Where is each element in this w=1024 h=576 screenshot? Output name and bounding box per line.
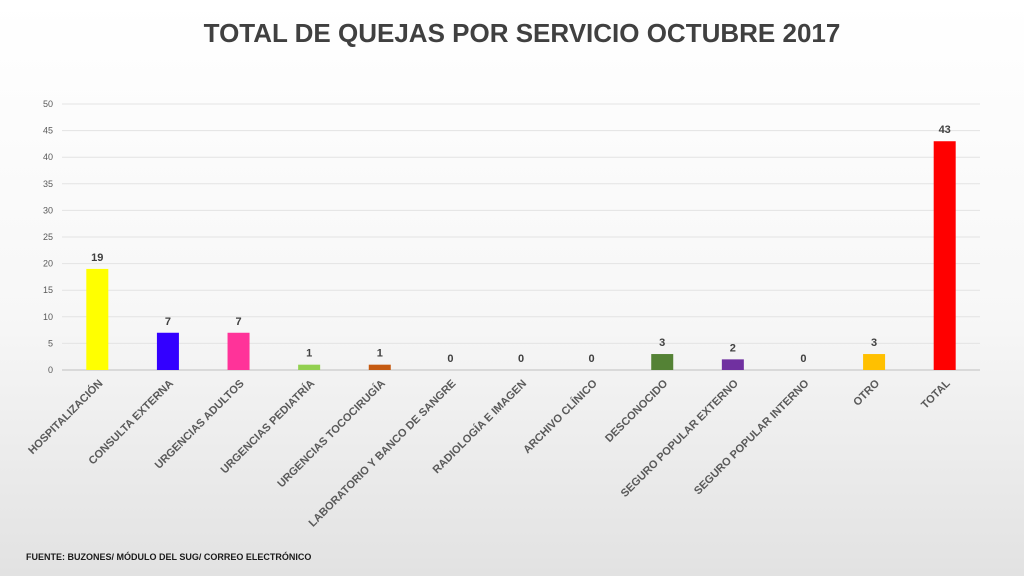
data-label: 0 — [800, 353, 806, 365]
y-tick-label: 0 — [48, 365, 53, 375]
data-label: 3 — [659, 337, 665, 349]
y-tick-label: 15 — [43, 285, 53, 295]
y-tick-label: 40 — [43, 152, 53, 162]
bar — [651, 354, 674, 370]
grid-lines — [62, 103, 980, 371]
y-tick-label: 25 — [43, 232, 53, 242]
bar — [156, 332, 179, 370]
bar — [227, 332, 250, 370]
data-label: 2 — [730, 342, 736, 354]
bar — [86, 268, 109, 370]
bar — [721, 359, 744, 370]
data-label: 43 — [939, 124, 951, 136]
data-label: 0 — [589, 353, 595, 365]
x-tick-label: SEGURO POPULAR EXTERNO — [619, 377, 741, 499]
data-label: 19 — [91, 252, 103, 264]
bar — [368, 364, 391, 370]
y-tick-label: 10 — [43, 312, 53, 322]
bar — [863, 354, 886, 370]
y-tick-label: 45 — [43, 126, 53, 136]
x-tick-label: TOTAL — [919, 377, 953, 411]
data-labels: 19 7 7 1 1 0 0 0 3 2 0 3 43 — [91, 124, 951, 365]
y-tick-label: 35 — [43, 179, 53, 189]
bar — [298, 364, 321, 370]
y-axis: 0 5 10 15 20 25 30 35 40 45 50 — [43, 99, 53, 375]
data-label: 1 — [377, 348, 383, 360]
bar — [933, 141, 956, 370]
data-label: 7 — [235, 316, 241, 328]
source-note: FUENTE: BUZONES/ MÓDULO DEL SUG/ CORREO … — [26, 552, 312, 562]
data-label: 3 — [871, 337, 877, 349]
x-tick-label: DESCONOCIDO — [603, 377, 671, 445]
y-tick-label: 5 — [48, 338, 53, 348]
data-label: 0 — [518, 353, 524, 365]
bars — [86, 141, 956, 370]
data-label: 1 — [306, 348, 312, 360]
x-tick-label: SEGURO POPULAR INTERNO — [692, 377, 812, 497]
y-tick-label: 30 — [43, 205, 53, 215]
x-tick-label: ARCHIVO CLÍNICO — [521, 377, 601, 457]
y-tick-label: 20 — [43, 259, 53, 269]
x-tick-label: HOSPITALIZACIÓN — [26, 377, 106, 457]
x-tick-label: LABORATORIO Y BANCO DE SANGRE — [307, 378, 459, 530]
data-label: 0 — [447, 353, 453, 365]
data-label: 7 — [165, 316, 171, 328]
x-tick-label: OTRO — [851, 377, 882, 408]
chart-title: TOTAL DE QUEJAS POR SERVICIO OCTUBRE 201… — [203, 18, 841, 48]
y-tick-label: 50 — [43, 99, 53, 109]
